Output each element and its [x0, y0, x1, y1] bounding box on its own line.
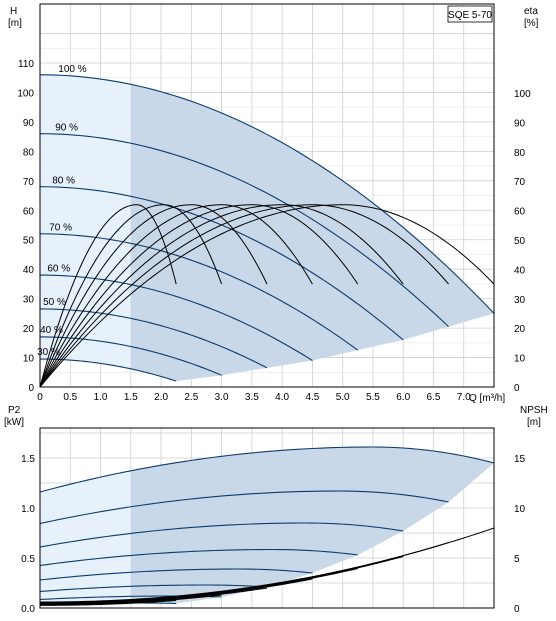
head-tick-label: 20: [23, 324, 35, 335]
chart-title: SQE 5-70: [448, 10, 492, 21]
power-envelope: [130, 447, 494, 604]
npsh-tick-label: 0: [514, 604, 520, 615]
eta-curve: [39, 204, 268, 388]
head-tick-label: 60: [23, 206, 35, 217]
eta-tick-label: 20: [514, 324, 526, 335]
head-envelope-light: [40, 74, 131, 369]
head-plot-frame: [39, 3, 495, 388]
power-tick-label: 1.0: [21, 504, 35, 515]
flow-tick-label: 7.0: [457, 392, 471, 403]
eta-curve: [39, 204, 313, 388]
eta-tick-label: 30: [514, 295, 526, 306]
eta-tick-label: 100: [514, 89, 531, 100]
head-tick-label: 70: [23, 177, 35, 188]
eta-curve: [39, 204, 223, 388]
power-curve: [39, 548, 358, 567]
flow-tick-label: 0.5: [63, 392, 77, 403]
speed-label: 100 %: [58, 64, 86, 75]
chart-title-box: [447, 5, 493, 23]
flow-tick-label: 2.5: [184, 392, 198, 403]
npsh-tick-label: 5: [514, 554, 520, 565]
head-curve-30pct: [40, 358, 177, 382]
npsh-tick-label: 15: [514, 454, 526, 465]
power-tick-label: 0.0: [21, 604, 35, 615]
frame-layer: [39, 3, 495, 609]
fill-layer: [40, 74, 494, 605]
head-tick-label: 110: [18, 59, 34, 70]
power-tick-label: 1.5: [21, 454, 35, 465]
flow-tick-label: 6.0: [396, 392, 410, 403]
eta-curve: [39, 204, 177, 388]
npsh-curve: [40, 600, 177, 606]
power-curve: [39, 522, 404, 548]
head-curve-90pct: [39, 133, 449, 328]
eta-curve: [39, 204, 449, 388]
power-tick-label: 0.5: [21, 554, 35, 565]
flow-tick-label: 1.0: [94, 392, 108, 403]
head-axis-title: H: [10, 6, 17, 17]
flow-tick-label: 0: [37, 392, 43, 403]
eta-tick-label: 10: [514, 354, 526, 365]
eta-axis-title: eta: [524, 6, 538, 17]
head-tick-label: 80: [23, 147, 35, 158]
flow-tick-label: 5.5: [366, 392, 380, 403]
eta-tick-label: 90: [514, 118, 526, 129]
head-tick-label: 50: [23, 236, 35, 247]
npsh-axis-unit: [m]: [527, 417, 541, 428]
flow-tick-label: 4.0: [275, 392, 289, 403]
speed-label: 60 %: [47, 264, 70, 275]
flow-tick-label: 4.5: [305, 392, 319, 403]
eta-curve: [39, 204, 359, 388]
power-envelope-light: [40, 470, 131, 605]
head-tick-label: 100: [17, 88, 34, 99]
flow-tick-label: 5.0: [336, 392, 350, 403]
power-curve: [39, 568, 313, 581]
power-curve: [39, 584, 268, 593]
power-plot-frame: [39, 427, 495, 609]
power-axis-unit: [kW]: [4, 417, 24, 428]
flow-tick-label: 1.5: [124, 392, 138, 403]
power-axis-title: P2: [8, 405, 21, 416]
power-curve: [39, 446, 495, 493]
speed-label: 50 %: [43, 297, 66, 308]
eta-tick-label: 40: [514, 265, 526, 276]
curves-layer: [39, 74, 495, 606]
flow-tick-label: 6.5: [427, 392, 441, 403]
speed-label: 30 %: [37, 347, 60, 358]
power-curve: [39, 490, 449, 525]
eta-curve: [39, 204, 404, 388]
head-curve-50pct: [39, 308, 268, 369]
eta-tick-label: 70: [514, 177, 526, 188]
flow-tick-label: 2.0: [154, 392, 168, 403]
head-tick-label: 90: [23, 118, 35, 129]
head-curve-70pct: [39, 233, 359, 351]
head-envelope: [130, 84, 494, 382]
eta-axis-unit: [%]: [524, 18, 539, 29]
head-tick-label: 30: [23, 295, 35, 306]
eta-tick-label: 0: [514, 383, 520, 394]
eta-tick-label: 60: [514, 207, 526, 218]
eta-tick-label: 80: [514, 148, 526, 159]
flow-tick-label: 3.5: [245, 392, 259, 403]
flow-tick-label: 3.0: [215, 392, 229, 403]
eta-tick-label: 50: [514, 236, 526, 247]
speed-label: 70 %: [49, 222, 72, 233]
speed-label: 80 %: [52, 175, 75, 186]
flow-axis-title: Q [m³/h]: [469, 393, 505, 404]
labels-layer: 100 % 90 % 80 % 70 % 60 % 50 % 40 % 30 % 0 0.5 1.0…: [17, 5, 531, 615]
npsh-axis-title: NPSH: [520, 405, 548, 416]
head-tick-label: 40: [23, 265, 35, 276]
npsh-tick-label: 10: [514, 504, 526, 515]
eta-curve: [39, 204, 495, 388]
head-curve-100pct: [39, 74, 495, 314]
head-tick-label: 0: [28, 383, 34, 394]
speed-label: 40 %: [40, 325, 63, 336]
head-axis-unit: [m]: [8, 18, 22, 29]
speed-label: 90 %: [55, 123, 78, 134]
head-tick-label: 10: [23, 354, 35, 365]
